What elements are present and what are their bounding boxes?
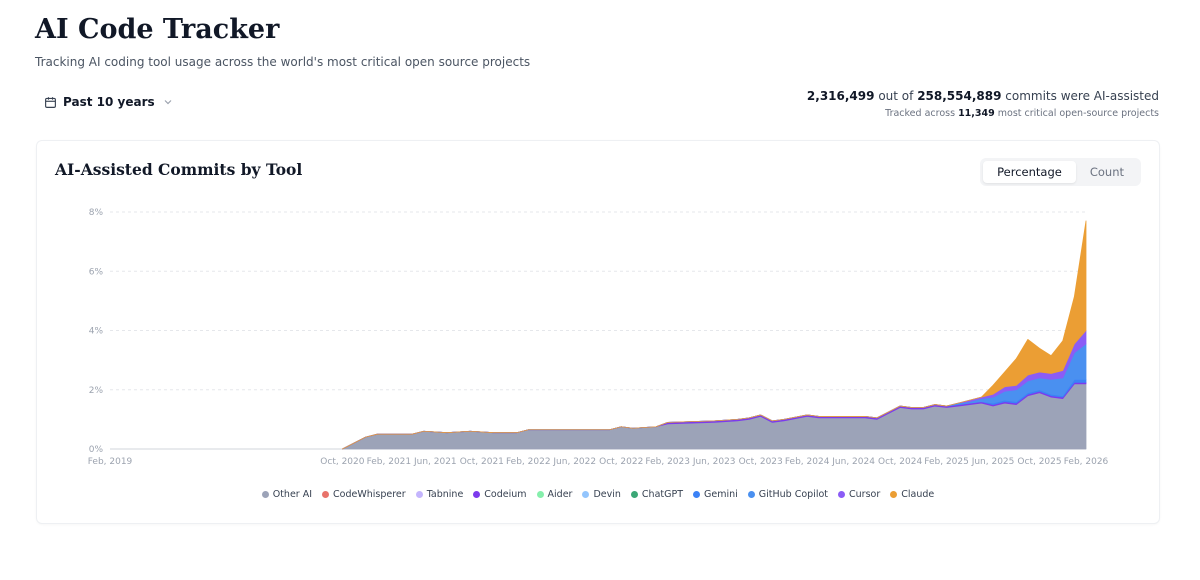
x-tick-label: Feb, 2026 (1064, 457, 1109, 467)
x-tick-label: Oct, 2020 (320, 457, 364, 467)
x-tick-label: Oct, 2024 (878, 457, 922, 467)
ai-commit-count: 2,316,499 (806, 89, 875, 103)
legend-swatch (415, 491, 423, 498)
x-tick-label: Jun, 2022 (552, 457, 596, 467)
legend-item-chatgpt[interactable]: ChatGPT (630, 489, 684, 500)
legend-swatch (890, 491, 898, 498)
legend-label: ChatGPT (641, 489, 684, 500)
x-tick-label: Oct, 2021 (460, 457, 504, 467)
legend-swatch (838, 491, 846, 498)
x-tick-label: Feb, 2023 (645, 457, 690, 467)
legend-swatch (261, 491, 269, 498)
x-tick-label: Oct, 2022 (599, 457, 643, 467)
x-tick-label: Oct, 2025 (1017, 457, 1061, 467)
legend-label: Claude (901, 489, 935, 500)
total-commit-count: 258,554,889 (917, 89, 1002, 103)
legend-swatch (536, 491, 544, 498)
y-tick-label: 8% (89, 208, 104, 218)
legend-swatch (693, 491, 701, 498)
legend-item-codeium[interactable]: Codeium (473, 489, 527, 500)
legend-label: Aider (547, 489, 573, 500)
area-claude (341, 220, 1087, 450)
tracked-projects: Tracked across 11,349 most critical open… (807, 108, 1159, 119)
y-tick-label: 6% (89, 267, 104, 277)
x-tick-label: Feb, 2021 (367, 457, 412, 467)
project-count: 11,349 (958, 108, 995, 119)
legend-swatch (322, 491, 330, 498)
legend-label: Devin (593, 489, 621, 500)
chart-legend: Other AI CodeWhisperer Tabnine Codeium Aider… (37, 489, 1159, 500)
legend-swatch (747, 491, 755, 498)
legend-swatch (582, 491, 590, 498)
commit-stats-suffix: commits were AI-assisted (1005, 89, 1159, 103)
legend-item-codewhisperer[interactable]: CodeWhisperer (322, 489, 406, 500)
area-other-ai (341, 383, 1087, 450)
legend-swatch (473, 491, 481, 498)
tracked-prefix: Tracked across (885, 108, 956, 119)
commit-stats-main: 2,316,499 out of 258,554,889 commits wer… (807, 89, 1159, 103)
legend-item-tabnine[interactable]: Tabnine (415, 489, 464, 500)
legend-label: GitHub Copilot (758, 489, 829, 500)
calendar-icon (44, 96, 57, 109)
legend-item-github-copilot[interactable]: GitHub Copilot (747, 489, 829, 500)
legend-item-other-ai[interactable]: Other AI (261, 489, 313, 500)
percentage-toggle-button[interactable]: Percentage (983, 161, 1076, 183)
legend-label: CodeWhisperer (333, 489, 406, 500)
legend-swatch (630, 491, 638, 498)
count-toggle-button[interactable]: Count (1076, 161, 1138, 183)
page-title: AI Code Tracker (35, 14, 280, 45)
x-tick-label: Jun, 2023 (692, 457, 736, 467)
tracked-suffix: most critical open-source projects (997, 108, 1159, 119)
legend-label: Gemini (704, 489, 738, 500)
y-tick-label: 4% (89, 327, 104, 337)
chart-card: AI-Assisted Commits by Tool Percentage C… (36, 140, 1160, 524)
view-toggle: Percentage Count (980, 158, 1141, 186)
legend-item-aider[interactable]: Aider (536, 489, 573, 500)
x-tick-label: Feb, 2022 (506, 457, 551, 467)
x-tick-label: Jun, 2025 (971, 457, 1015, 467)
legend-label: Codeium (484, 489, 527, 500)
legend-label: Other AI (272, 489, 313, 500)
legend-item-claude[interactable]: Claude (890, 489, 934, 500)
legend-item-cursor[interactable]: Cursor (838, 489, 880, 500)
chevron-down-icon (163, 97, 173, 107)
x-tick-label: Feb, 2025 (924, 457, 969, 467)
chart-title: AI-Assisted Commits by Tool (55, 160, 303, 179)
legend-label: Tabnine (426, 489, 464, 500)
y-tick-label: 0% (89, 445, 104, 455)
x-tick-label: Jun, 2021 (413, 457, 457, 467)
date-range-dropdown[interactable]: Past 10 years (44, 95, 173, 109)
legend-item-devin[interactable]: Devin (582, 489, 621, 500)
date-range-label: Past 10 years (63, 95, 155, 109)
x-tick-label: Feb, 2024 (785, 457, 830, 467)
y-tick-label: 2% (89, 386, 104, 396)
legend-label: Cursor (849, 489, 881, 500)
x-tick-label: Jun, 2024 (831, 457, 875, 467)
legend-item-gemini[interactable]: Gemini (693, 489, 738, 500)
page-subtitle: Tracking AI coding tool usage across the… (35, 55, 531, 69)
x-tick-label: Feb, 2019 (88, 457, 133, 467)
out-of-text: out of (878, 89, 914, 103)
x-tick-label: Oct, 2023 (739, 457, 783, 467)
commit-stats: 2,316,499 out of 258,554,889 commits wer… (807, 89, 1159, 119)
stacked-area-chart: 0%2%4%6%8%Feb, 2019 Oct, 2020 Feb, 2021 Jun… (88, 208, 1109, 467)
